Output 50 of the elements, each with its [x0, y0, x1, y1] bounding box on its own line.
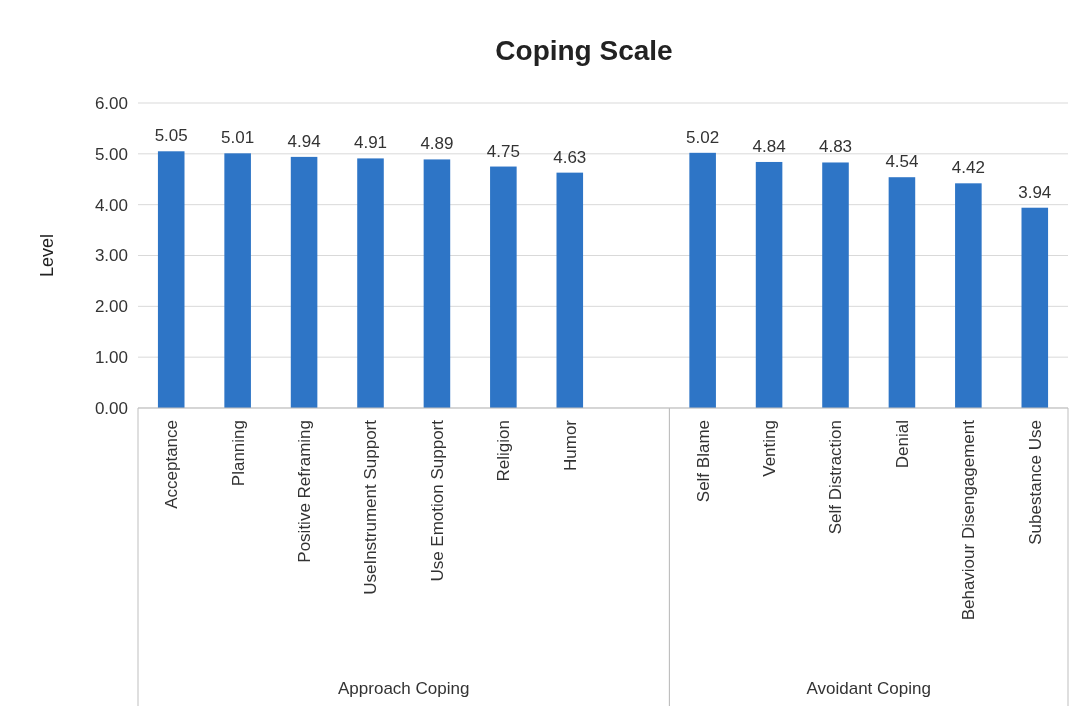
data-label: 4.84	[752, 136, 786, 156]
text: Approach Coping	[338, 679, 470, 698]
data-label: 5.02	[686, 127, 720, 147]
bar	[157, 151, 185, 408]
y-axis-title: Level	[37, 233, 57, 278]
x-tick-label: Positive Reframing	[295, 420, 315, 563]
data-label: 4.91	[353, 133, 388, 153]
data-label: 4.63	[553, 147, 587, 167]
bar	[357, 158, 384, 408]
data-label: 3.94	[1018, 182, 1052, 202]
x-tick-label: Denial	[892, 420, 912, 469]
bar	[224, 153, 251, 408]
bar	[290, 156, 318, 408]
chart-title: Coping Scale	[495, 35, 673, 66]
x-tick-label: Self Blame	[693, 420, 713, 503]
bar	[1021, 207, 1049, 408]
bar	[888, 177, 916, 408]
data-label: 4.89	[420, 134, 454, 154]
bar	[490, 166, 517, 408]
data-label: 4.83	[818, 137, 853, 157]
bar	[556, 172, 584, 408]
y-tick-label: 6.00	[94, 93, 128, 113]
text: Avoidant Coping	[806, 679, 931, 698]
y-tick-label: 3.00	[94, 246, 128, 266]
bar	[955, 183, 982, 408]
y-tick-label: 5.00	[94, 144, 128, 164]
data-label: 4.94	[287, 131, 321, 151]
x-tick-label: Behaviour Disengagement	[959, 419, 979, 621]
bar	[423, 159, 451, 408]
x-tick-label: Use Emotion Support	[427, 419, 447, 582]
x-tick-label: Venting	[760, 420, 780, 477]
data-label: 4.42	[951, 158, 985, 178]
y-tick-label: 2.00	[94, 297, 128, 317]
bar	[822, 162, 849, 408]
y-tick-label: 1.00	[94, 348, 128, 368]
y-tick-label: 4.00	[94, 195, 128, 215]
x-tick-label: Humor	[560, 419, 580, 472]
x-tick-label: Planning	[228, 420, 248, 487]
x-tick-label: Self Distraction	[826, 420, 846, 535]
x-tick-label: Acceptance	[162, 420, 182, 509]
x-tick-label: Subestance Use	[1025, 420, 1045, 545]
data-label: 5.05	[154, 126, 188, 146]
x-tick-label: Religion	[494, 420, 514, 482]
x-tick-label: UseInstrument Support	[361, 419, 381, 595]
bar	[689, 152, 716, 408]
data-label: 4.54	[885, 152, 919, 172]
y-tick-label: 0.00	[94, 398, 128, 418]
bar	[755, 161, 783, 408]
data-label: 5.01	[221, 128, 255, 148]
data-label: 4.75	[486, 141, 520, 161]
